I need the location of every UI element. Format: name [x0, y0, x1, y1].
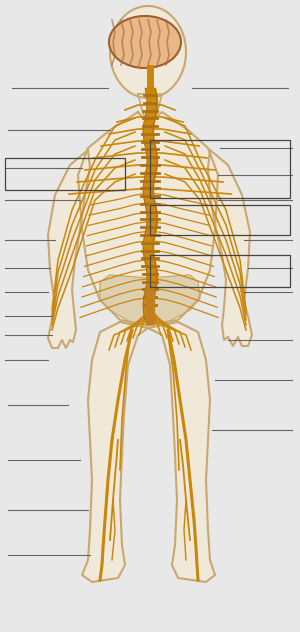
Ellipse shape [109, 16, 181, 68]
Bar [5, 158, 125, 190]
Polygon shape [48, 150, 90, 348]
Polygon shape [100, 275, 200, 326]
Polygon shape [208, 150, 252, 346]
Bar [150, 255, 290, 287]
Ellipse shape [110, 6, 186, 98]
Polygon shape [148, 322, 215, 582]
Polygon shape [82, 322, 148, 582]
Polygon shape [138, 94, 162, 118]
Bar [150, 140, 290, 198]
Polygon shape [78, 112, 218, 325]
Bar [150, 205, 290, 235]
